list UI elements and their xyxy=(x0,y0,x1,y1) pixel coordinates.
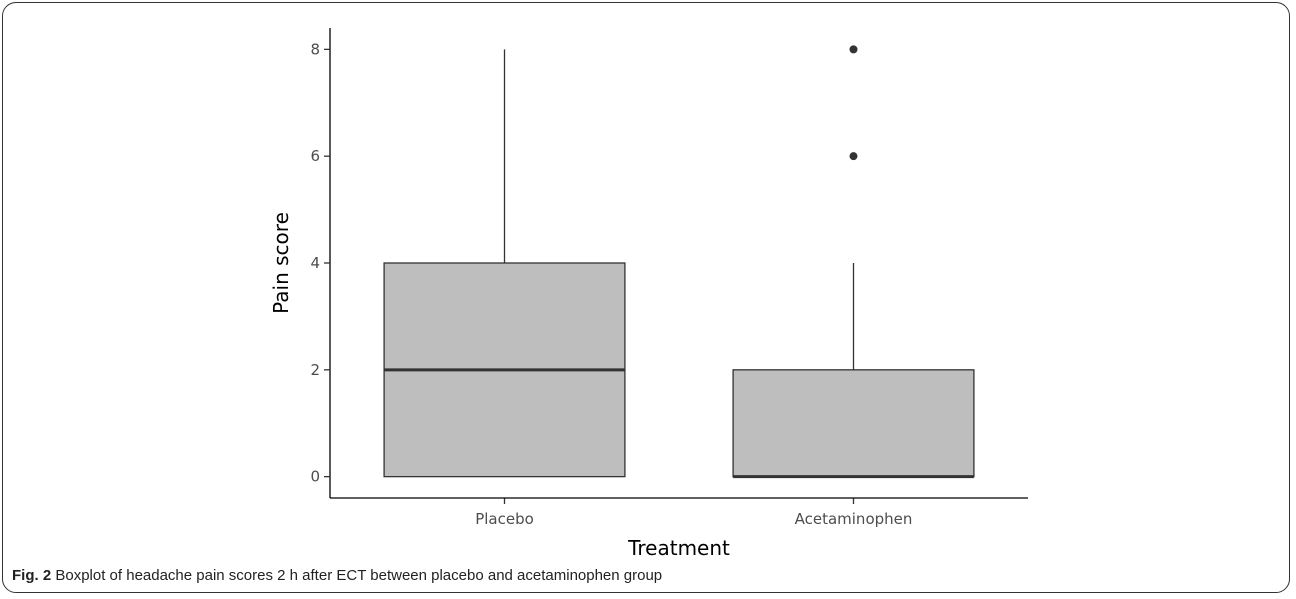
x-tick-label-acetaminophen: Acetaminophen xyxy=(795,510,913,528)
caption-text: Boxplot of headache pain scores 2 h afte… xyxy=(55,567,663,584)
box-acetaminophen xyxy=(732,369,975,478)
caption-label: Fig. 2 xyxy=(12,567,52,584)
y-tick-label-6: 6 xyxy=(310,147,320,165)
y-tick-label-4: 4 xyxy=(310,254,320,272)
x-axis-title: Treatment xyxy=(627,536,730,560)
outlier-point-acetaminophen xyxy=(849,45,858,54)
y-axis-title: Pain score xyxy=(269,212,293,314)
figure-caption: Fig. 2 Boxplot of headache pain scores 2… xyxy=(12,567,662,584)
outlier-point-acetaminophen xyxy=(849,152,858,161)
y-tick-label-0: 0 xyxy=(310,468,320,486)
y-tick-label-2: 2 xyxy=(310,361,320,379)
y-tick-label-8: 8 xyxy=(310,40,320,58)
x-tick-label-placebo: Placebo xyxy=(475,510,534,528)
